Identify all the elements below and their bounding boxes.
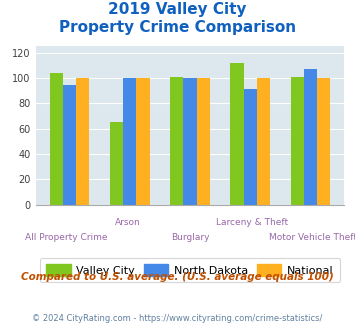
Bar (317, 78, 330, 205)
Legend: Valley City, North Dakota, National: Valley City, North Dakota, National (39, 258, 340, 282)
Bar (257, 78, 270, 205)
Bar (136, 78, 149, 205)
Text: Property Crime Comparison: Property Crime Comparison (59, 20, 296, 35)
Bar (290, 77, 304, 205)
Text: Larceny & Theft: Larceny & Theft (215, 218, 288, 227)
Text: Arson: Arson (115, 218, 141, 227)
Bar (123, 78, 136, 205)
Text: © 2024 CityRating.com - https://www.cityrating.com/crime-statistics/: © 2024 CityRating.com - https://www.city… (32, 314, 323, 323)
Bar (50, 73, 63, 205)
Bar (244, 89, 257, 205)
Bar (63, 85, 76, 205)
Bar (183, 78, 197, 205)
Bar (170, 77, 183, 205)
Text: All Property Crime: All Property Crime (25, 233, 108, 242)
Text: 2019 Valley City: 2019 Valley City (108, 2, 247, 16)
Bar (230, 63, 244, 205)
Bar (110, 122, 123, 205)
Bar (197, 78, 210, 205)
Text: Compared to U.S. average. (U.S. average equals 100): Compared to U.S. average. (U.S. average … (21, 272, 334, 282)
Bar (304, 69, 317, 205)
Bar (76, 78, 89, 205)
Text: Burglary: Burglary (171, 233, 209, 242)
Text: Motor Vehicle Theft: Motor Vehicle Theft (269, 233, 355, 242)
